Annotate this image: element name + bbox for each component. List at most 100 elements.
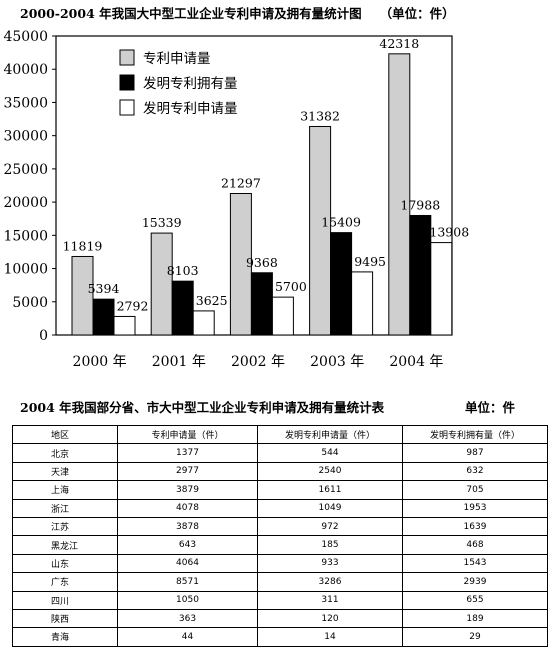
bar [92, 298, 115, 336]
bar [351, 271, 374, 336]
chart-unit: （单位：件） [379, 6, 455, 21]
bar [430, 242, 453, 336]
bar-value-label: 17988 [400, 197, 440, 212]
cell-invention-applications: 544 [257, 443, 403, 463]
table-unit: 单位：件 [464, 400, 515, 415]
x-tick-label: 2001 年 [152, 354, 206, 370]
cell-patent-applications: 363 [117, 608, 258, 629]
table-row: 天津 2977 2540 632 [12, 461, 548, 482]
legend-label: 专利申请量 [143, 51, 211, 67]
bar [71, 255, 94, 336]
chart-title: 2000-2004 年我国大中型工业企业专利申请及拥有量统计图 （单位：件） [20, 3, 540, 22]
bar-value-label: 21297 [221, 175, 261, 190]
legend-swatch [119, 49, 135, 66]
cell-invention-applications: 120 [257, 608, 403, 629]
bar [171, 280, 194, 336]
bar [229, 192, 252, 336]
bar-value-label: 9368 [246, 255, 278, 270]
y-tick-label: 30000 [3, 129, 48, 145]
bar [309, 125, 332, 336]
cell-invention-applications: 311 [257, 590, 403, 610]
cell-region: 天津 [12, 461, 118, 482]
bar-value-label: 5700 [275, 279, 307, 294]
cell-patent-applications: 44 [117, 627, 258, 647]
bar-value-label: 9495 [354, 254, 386, 269]
cell-invention-applications: 14 [257, 627, 403, 647]
cell-invention-holdings: 1543 [402, 553, 548, 574]
cell-region: 黑龙江 [12, 535, 118, 555]
table-header-row: 地区 专利申请量（件） 发明专利申请量（件） 发明专利拥有量（件） [12, 424, 548, 445]
y-tick-label: 0 [39, 328, 48, 344]
cell-invention-holdings: 1953 [402, 498, 548, 518]
legend-label: 发明专利申请量 [143, 101, 238, 117]
header-region: 地区 [12, 424, 118, 445]
header-invention-applications: 发明专利申请量（件） [257, 424, 403, 445]
cell-invention-applications: 185 [257, 535, 403, 555]
cell-patent-applications: 4064 [117, 553, 258, 574]
y-tick-label: 5000 [12, 295, 48, 311]
bar [409, 214, 432, 336]
bar [113, 315, 136, 336]
bar-value-label: 3625 [196, 293, 228, 308]
cell-invention-holdings: 987 [402, 443, 548, 463]
cell-region: 青海 [12, 627, 118, 647]
cell-invention-applications: 972 [257, 516, 403, 537]
header-invention-holdings: 发明专利拥有量（件） [402, 424, 548, 445]
cell-region: 山东 [12, 553, 118, 574]
bar-value-label: 13908 [429, 225, 469, 240]
cell-region: 江苏 [12, 516, 118, 537]
bar-value-label: 8103 [167, 263, 199, 278]
cell-invention-holdings: 468 [402, 535, 548, 555]
y-tick-label: 25000 [3, 162, 48, 178]
legend-swatch [119, 99, 135, 116]
cell-invention-holdings: 2939 [402, 572, 548, 592]
table-row: 青海 44 14 29 [12, 627, 548, 647]
table-row: 江苏 3878 972 1639 [12, 516, 548, 537]
y-tick-label: 45000 [3, 29, 48, 45]
table-row: 黑龙江 643 185 468 [12, 535, 548, 555]
bar-value-label: 15409 [321, 215, 361, 230]
cell-invention-holdings: 705 [402, 480, 548, 500]
cell-patent-applications: 8571 [117, 572, 258, 592]
legend-label: 发明专利拥有量 [143, 76, 238, 92]
table-row: 北京 1377 544 987 [12, 443, 548, 463]
cell-invention-applications: 933 [257, 553, 403, 574]
cell-invention-applications: 1049 [257, 498, 403, 518]
bar-value-label: 31382 [300, 108, 340, 123]
cell-invention-holdings: 632 [402, 461, 548, 482]
header-patent-applications: 专利申请量（件） [117, 424, 258, 445]
cell-patent-applications: 1377 [117, 443, 258, 463]
cell-invention-holdings: 655 [402, 590, 548, 610]
y-tick-label: 40000 [3, 62, 48, 78]
table-row: 山东 4064 933 1543 [12, 553, 548, 574]
bar [192, 310, 215, 336]
bar-value-label: 15339 [142, 215, 182, 230]
table-row: 上海 3879 1611 705 [12, 480, 548, 500]
stats-table: 地区 专利申请量（件） 发明专利申请量（件） 发明专利拥有量（件） 北京 1377… [12, 424, 548, 647]
table-row: 浙江 4078 1049 1953 [12, 498, 548, 518]
bar [271, 296, 294, 336]
table-title: 2004 年我国部分省、市大中型工业企业专利申请及拥有量统计表 单位：件 [20, 397, 545, 416]
cell-patent-applications: 1050 [117, 590, 258, 610]
cell-region: 北京 [12, 443, 118, 463]
x-tick-label: 2003 年 [310, 354, 364, 370]
cell-patent-applications: 4078 [117, 498, 258, 518]
cell-region: 浙江 [12, 498, 118, 518]
bar [250, 272, 273, 336]
bar [388, 53, 411, 336]
cell-invention-applications: 1611 [257, 480, 403, 500]
bar [150, 232, 173, 336]
y-tick-label: 15000 [3, 228, 48, 244]
cell-region: 四川 [12, 590, 118, 610]
cell-region: 广东 [12, 572, 118, 592]
legend-swatch [119, 74, 135, 91]
x-tick-label: 2004 年 [389, 354, 443, 370]
bar-value-label: 5394 [88, 281, 120, 296]
chart-title-text: 2000-2004 年我国大中型工业企业专利申请及拥有量统计图 [20, 6, 362, 21]
y-tick-label: 20000 [3, 195, 48, 211]
cell-patent-applications: 3878 [117, 516, 258, 537]
bar-chart: 0 5000 10000 15000 20000 25000 30000 35000 40000… [3, 29, 469, 370]
cell-invention-holdings: 1639 [402, 516, 548, 537]
cell-invention-applications: 2540 [257, 461, 403, 482]
bar [330, 232, 353, 336]
